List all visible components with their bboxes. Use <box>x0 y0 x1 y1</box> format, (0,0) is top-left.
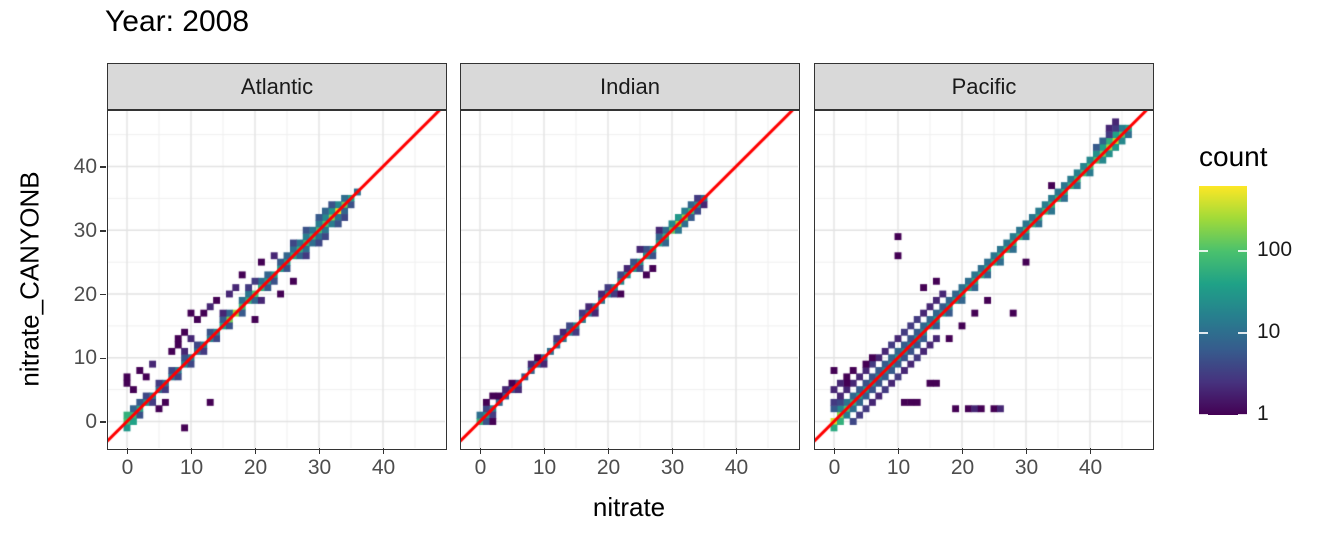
y-tick-mark <box>100 293 106 296</box>
x-tick-mark <box>382 448 385 454</box>
x-tick-label: 40 <box>371 456 396 479</box>
x-tick-label: 20 <box>950 456 975 479</box>
facet-strip-atlantic: Atlantic <box>107 63 447 110</box>
facet-strip-label: Pacific <box>951 73 1017 99</box>
legend-tick-label: 1 <box>1257 402 1269 425</box>
x-tick-label: 20 <box>596 456 621 479</box>
x-tick-label: 30 <box>1014 456 1039 479</box>
legend-colorbar <box>1199 186 1247 415</box>
x-tick-mark <box>1089 448 1092 454</box>
legend-title: count <box>1199 141 1268 172</box>
facet-strip-pacific: Pacific <box>814 63 1154 110</box>
x-tick-label: 10 <box>179 456 204 479</box>
y-tick-mark <box>100 421 106 423</box>
facet-strip-indian: Indian <box>460 63 800 110</box>
legend-tick-mark <box>1199 249 1208 252</box>
x-tick-mark <box>318 448 321 454</box>
legend-tick-mark <box>1199 331 1208 334</box>
x-tick-mark <box>479 448 482 454</box>
legend-tick-mark <box>1238 331 1247 334</box>
x-tick-mark <box>671 448 674 454</box>
plot-title: Year: 2008 <box>105 5 250 38</box>
x-tick-mark <box>254 448 257 454</box>
x-tick-mark <box>833 448 836 454</box>
y-tick-label: 30 <box>73 218 97 242</box>
facet-panel-atlantic <box>107 110 447 450</box>
y-tick-mark <box>100 166 106 168</box>
legend-tick-label: 100 <box>1257 237 1293 261</box>
y-axis-title: nitrate_CANYONB <box>14 171 45 387</box>
y-tick-mark <box>100 357 106 359</box>
y-tick-label: 0 <box>85 410 97 433</box>
x-tick-mark <box>735 448 738 454</box>
x-tick-label: 0 <box>474 456 487 479</box>
legend-tick-label: 10 <box>1257 319 1281 343</box>
x-axis-title: nitrate <box>592 492 666 522</box>
x-tick-mark <box>1025 448 1028 454</box>
x-tick-mark <box>897 448 900 454</box>
x-tick-label: 0 <box>828 456 841 479</box>
x-tick-mark <box>607 448 610 454</box>
x-tick-mark <box>126 448 129 454</box>
x-tick-label: 10 <box>532 456 557 479</box>
y-tick-label: 20 <box>73 282 97 306</box>
x-tick-label: 40 <box>724 456 749 479</box>
x-tick-label: 0 <box>121 456 134 479</box>
x-tick-label: 10 <box>886 456 911 479</box>
legend-tick-mark <box>1238 249 1247 252</box>
x-tick-mark <box>190 448 193 454</box>
y-tick-label: 10 <box>73 346 97 370</box>
legend-tick-mark <box>1199 414 1208 416</box>
x-tick-label: 30 <box>307 456 332 479</box>
y-tick-label: 40 <box>73 155 97 178</box>
y-tick-mark <box>100 230 106 232</box>
x-tick-mark <box>961 448 964 454</box>
bin2d-canvas-atlantic <box>108 111 445 448</box>
bin2d-canvas-indian <box>461 111 798 448</box>
facet-strip-label: Indian <box>600 73 660 99</box>
facet-panel-pacific <box>814 110 1154 450</box>
x-tick-label: 30 <box>660 456 685 479</box>
bin2d-canvas-pacific <box>815 111 1152 448</box>
legend-tick-mark <box>1238 414 1247 416</box>
x-tick-label: 40 <box>1078 456 1103 479</box>
x-tick-label: 20 <box>243 456 268 479</box>
facet-strip-label: Atlantic <box>240 73 314 99</box>
x-tick-mark <box>543 448 546 454</box>
facet-panel-indian <box>460 110 800 450</box>
